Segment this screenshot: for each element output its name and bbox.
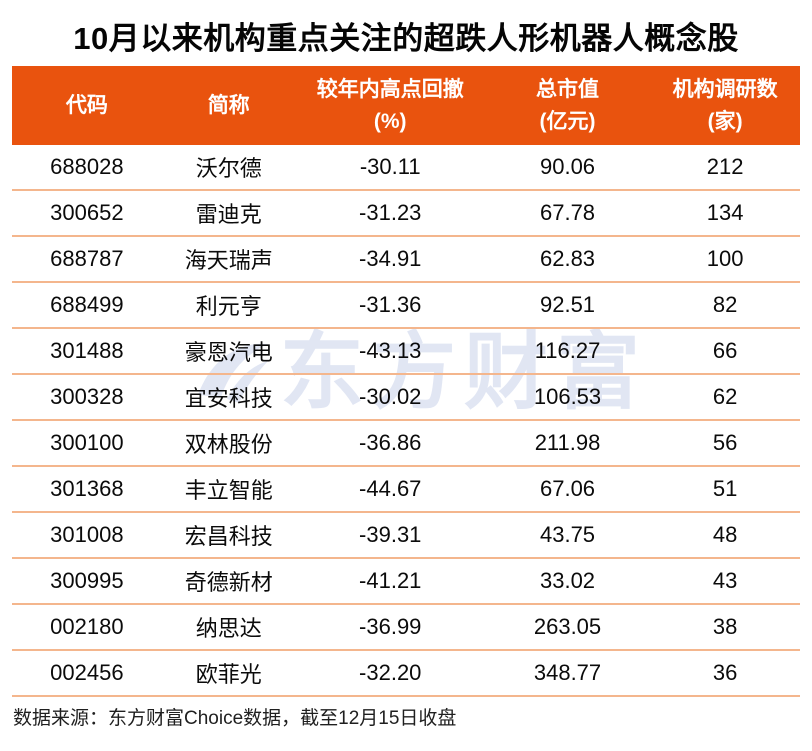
table-cell: -34.91	[359, 246, 422, 271]
table-cell: 宏昌科技	[184, 524, 273, 549]
table-cell: 002180	[50, 614, 124, 639]
table-cell: 51	[712, 476, 738, 501]
table-cell: 116.27	[534, 338, 601, 363]
table-cell: 欧菲光	[195, 662, 262, 687]
table-cell: 奇德新材	[184, 570, 273, 595]
table-row: 300995 奇德新材 -41.21 33.02 43	[12, 559, 800, 605]
header-cell-2: 较年内高点回撤 (%)	[296, 74, 485, 137]
table-cell: 48	[712, 522, 738, 547]
table-cell: -39.31	[359, 522, 422, 547]
header-cell-line: 机构调研数	[672, 78, 778, 101]
table-cell: -30.02	[359, 384, 422, 409]
table-cell: 33.02	[539, 568, 596, 593]
table-header-row: 代码 简称 较年内高点回撤 (%) 总市值 (亿元) 机构调研数 (家)	[12, 66, 800, 145]
table-cell: -36.99	[359, 614, 422, 639]
header-cell-line: 代码	[65, 93, 108, 117]
table-cell: 92.51	[539, 292, 596, 317]
table-cell: 263.05	[533, 614, 602, 639]
header-cell-0: 代码	[12, 90, 162, 122]
table-cell: -36.86	[359, 430, 422, 455]
header-cell-1: 简称	[162, 90, 296, 122]
table-cell: -32.20	[359, 660, 422, 685]
table-cell: 62	[712, 384, 738, 409]
table-cell: 67.06	[539, 476, 596, 501]
table-cell: 82	[712, 292, 738, 317]
table-cell: 134	[706, 200, 744, 225]
table-cell: 海天瑞声	[184, 248, 273, 273]
table-cell: 300100	[50, 430, 124, 455]
table-cell: -41.21	[359, 568, 422, 593]
table-row: 688787 海天瑞声 -34.91 62.83 100	[12, 237, 800, 283]
table-cell: -30.11	[359, 154, 421, 179]
table-row: 300328 宜安科技 -30.02 106.53 62	[12, 375, 800, 421]
table-cell: 301368	[50, 476, 124, 501]
table-body: 688028 沃尔德 -30.11 90.06 212 300652 雷迪克 -31.23 67…	[12, 145, 800, 697]
table-row: 002456 欧菲光 -32.20 348.77 36	[12, 651, 800, 697]
table-cell: 211.98	[534, 430, 601, 455]
table-cell: 90.06	[539, 154, 596, 179]
table-cell: 212	[706, 154, 744, 179]
table-cell: 38	[712, 614, 738, 639]
table-cell: -43.13	[359, 338, 422, 363]
table-cell: 43.75	[539, 522, 596, 547]
table-cell: 宜安科技	[184, 386, 273, 411]
table-cell: 300652	[50, 200, 124, 225]
table-row: 301488 豪恩汽电 -43.13 116.27 66	[12, 329, 800, 375]
table-cell: 688499	[50, 292, 124, 317]
table-row: 688499 利元亨 -31.36 92.51 82	[12, 283, 800, 329]
header-cell-line: 较年内高点回撤	[316, 78, 464, 101]
table-row: 300652 雷迪克 -31.23 67.78 134	[12, 191, 800, 237]
header-cell-line: 简称	[207, 93, 250, 117]
table-cell: 利元亨	[195, 294, 262, 319]
header-cell-line: (亿元)	[539, 109, 596, 133]
header-cell-line: (%)	[373, 109, 407, 133]
table-row: 688028 沃尔德 -30.11 90.06 212	[12, 145, 800, 191]
table-cell: 301488	[50, 338, 124, 363]
data-source-note: 数据来源：东方财富Choice数据，截至12月15日收盘	[13, 708, 457, 729]
header-cell-4: 机构调研数 (家)	[650, 74, 800, 137]
table-cell: 66	[712, 338, 738, 363]
table-cell: 301008	[50, 522, 124, 547]
header-cell-3: 总市值 (亿元)	[485, 74, 650, 137]
table-cell: 100	[706, 246, 744, 271]
header-cell-line: (家)	[707, 109, 743, 133]
table-cell: 沃尔德	[195, 156, 262, 181]
table-cell: -31.23	[359, 200, 422, 225]
table-cell: 002456	[50, 660, 124, 685]
table-row: 301368 丰立智能 -44.67 67.06 51	[12, 467, 800, 513]
table-cell: 56	[712, 430, 738, 455]
table-row: 002180 纳思达 -36.99 263.05 38	[12, 605, 800, 651]
table-cell: 688787	[50, 246, 124, 271]
stock-table: 代码 简称 较年内高点回撤 (%) 总市值 (亿元) 机构调研数 (家) 688028 沃尔德 -…	[12, 66, 800, 697]
table-cell: 雷迪克	[195, 202, 262, 227]
table-cell: 36	[712, 660, 738, 685]
table-row: 301008 宏昌科技 -39.31 43.75 48	[12, 513, 800, 559]
table-cell: 纳思达	[195, 616, 262, 641]
table-cell: -44.67	[359, 476, 422, 501]
table-cell: 62.83	[539, 246, 596, 271]
table-cell: -31.36	[359, 292, 422, 317]
table-cell: 43	[712, 568, 738, 593]
table-cell: 豪恩汽电	[184, 340, 273, 365]
table-cell: 双林股份	[184, 432, 273, 457]
table-cell: 丰立智能	[184, 478, 273, 503]
table-row: 300100 双林股份 -36.86 211.98 56	[12, 421, 800, 467]
header-cell-line: 总市值	[536, 78, 600, 101]
table-cell: 300995	[50, 568, 124, 593]
table-cell: 106.53	[533, 384, 602, 409]
table-cell: 688028	[50, 154, 124, 179]
page-title: 10月以来机构重点关注的超跌人形机器人概念股	[73, 21, 739, 56]
table-cell: 300328	[50, 384, 124, 409]
table-cell: 348.77	[533, 660, 602, 685]
table-cell: 67.78	[539, 200, 596, 225]
